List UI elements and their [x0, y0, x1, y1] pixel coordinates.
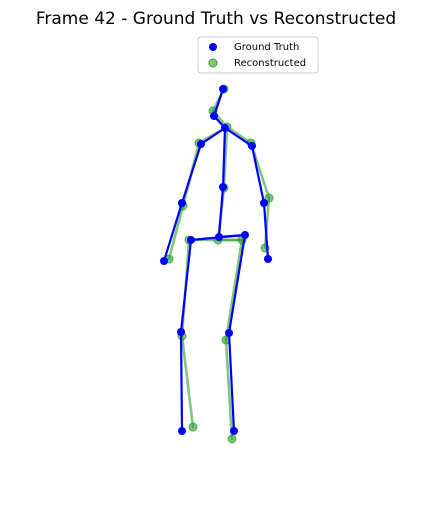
reconstructed-bone-4	[167, 204, 185, 261]
ground-truth-bone-14	[179, 238, 193, 334]
ground-truth-joint-6	[248, 142, 256, 150]
ground-truth-joint-11	[241, 231, 249, 239]
ground-truth-bone-6	[250, 144, 266, 205]
ground-truth-joint-4	[178, 199, 186, 207]
legend-label-ground-truth: Ground Truth	[234, 42, 299, 53]
ground-truth-bone-8	[221, 126, 227, 189]
reconstructed-bone-12	[224, 338, 234, 441]
legend: Ground Truth Reconstructed	[197, 36, 319, 74]
legend-frame	[197, 36, 319, 74]
plot-area	[160, 84, 274, 444]
ground-truth-bone-7	[262, 201, 270, 261]
series-ground-truth	[160, 85, 272, 435]
legend-label-reconstructed: Reconstructed	[234, 58, 306, 69]
reconstructed-joint-16	[188, 422, 198, 432]
reconstructed-joint-7	[264, 193, 274, 203]
ground-truth-bone-5	[223, 126, 254, 148]
reconstructed-bone-8	[222, 125, 229, 190]
ground-truth-joint-14	[187, 236, 195, 244]
legend-marker-reconstructed	[208, 58, 218, 68]
legend-marker-ground-truth	[209, 43, 217, 51]
ground-truth-joint-1	[210, 112, 218, 120]
ground-truth-bone-2	[199, 126, 227, 146]
chart-title: Frame 42 - Ground Truth vs Reconstructed	[36, 9, 396, 29]
reconstructed-joint-13	[227, 434, 237, 444]
ground-truth-joint-0	[219, 85, 227, 93]
ground-truth-bone-4	[162, 201, 184, 263]
ground-truth-joint-13	[230, 427, 238, 435]
ground-truth-bone-15	[179, 330, 184, 433]
ground-truth-joint-5	[160, 257, 168, 265]
reconstructed-bone-11	[224, 238, 244, 342]
ground-truth-joint-7	[260, 199, 268, 207]
ground-truth-bone-3	[180, 142, 203, 205]
ground-truth-joint-3	[197, 140, 205, 148]
ground-truth-bone-9	[217, 185, 225, 239]
ground-truth-joint-10	[215, 233, 223, 241]
ground-truth-joint-15	[177, 328, 185, 336]
reconstructed-bone-15	[180, 334, 195, 429]
ground-truth-joint-9	[219, 183, 227, 191]
ground-truth-bone-12	[227, 331, 236, 433]
ground-truth-joint-2	[221, 124, 229, 132]
ground-truth-joint-16	[178, 427, 186, 435]
ground-truth-bone-11	[227, 233, 247, 335]
reconstructed-bone-5	[225, 125, 253, 145]
ground-truth-bone-0	[212, 87, 225, 118]
ground-truth-joint-8	[264, 255, 272, 263]
ground-truth-joint-12	[225, 329, 233, 337]
